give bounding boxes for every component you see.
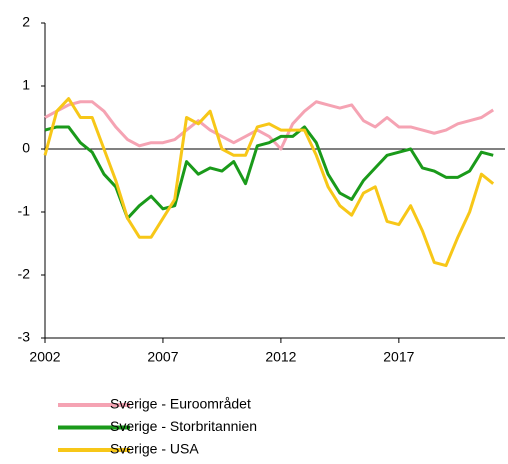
legend-label: Sverige - Storbritannien bbox=[110, 418, 257, 434]
series-line bbox=[43, 97, 495, 268]
x-tick-label: 2012 bbox=[265, 349, 296, 365]
y-tick-label: 0 bbox=[22, 140, 30, 156]
x-tick-label: 2007 bbox=[147, 349, 178, 365]
y-tick-label: -1 bbox=[18, 203, 31, 219]
y-tick-label: -3 bbox=[18, 329, 31, 345]
x-tick-label: 2017 bbox=[383, 349, 414, 365]
y-tick-label: -2 bbox=[18, 266, 31, 282]
x-tick-label: 2002 bbox=[29, 349, 60, 365]
legend-label: Sverige - USA bbox=[110, 441, 199, 457]
y-tick-label: 1 bbox=[22, 77, 30, 93]
legend-label: Sverige - Euroområdet bbox=[110, 396, 251, 412]
y-tick-label: 2 bbox=[22, 14, 30, 30]
series-line bbox=[44, 100, 495, 151]
